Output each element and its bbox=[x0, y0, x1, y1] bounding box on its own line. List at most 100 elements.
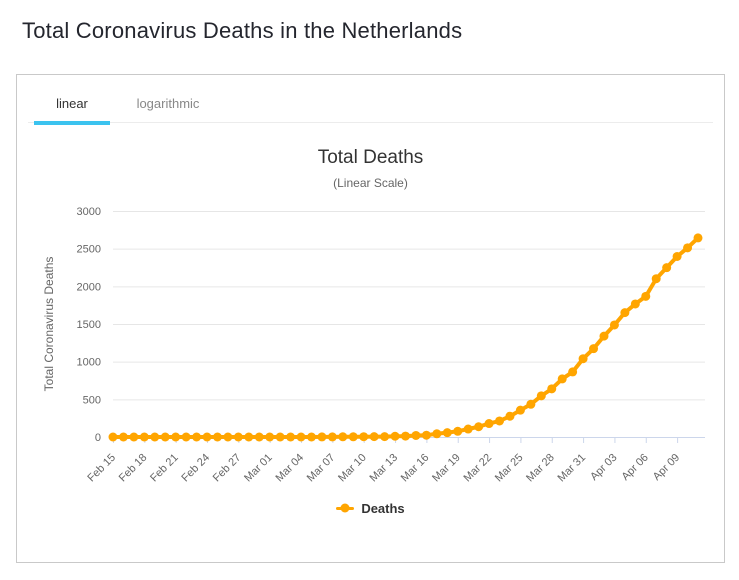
data-point-marker[interactable] bbox=[265, 432, 275, 442]
svg-text:Feb 21: Feb 21 bbox=[148, 452, 181, 485]
data-point-marker[interactable] bbox=[108, 432, 118, 442]
chart-subtitle: (Linear Scale) bbox=[333, 176, 408, 190]
data-point-marker[interactable] bbox=[474, 422, 484, 432]
data-point-marker[interactable] bbox=[421, 430, 431, 440]
svg-text:Mar 22: Mar 22 bbox=[461, 452, 494, 485]
chart-title: Total Deaths bbox=[317, 147, 424, 168]
page-title: Total Coronavirus Deaths in the Netherla… bbox=[22, 18, 463, 43]
y-axis-labels: 0 500 1000 1500 2000 2500 3000 bbox=[77, 206, 101, 444]
data-point-marker[interactable] bbox=[327, 432, 337, 442]
data-point-marker[interactable] bbox=[286, 432, 296, 442]
data-point-marker[interactable] bbox=[306, 432, 316, 442]
data-point-marker[interactable] bbox=[662, 263, 672, 273]
legend-deaths-marker-icon bbox=[336, 506, 355, 510]
data-point-marker[interactable] bbox=[296, 432, 306, 442]
tab-logarithmic[interactable]: logarithmic bbox=[136, 95, 200, 111]
data-point-marker[interactable] bbox=[233, 432, 243, 442]
data-point-marker[interactable] bbox=[192, 432, 202, 442]
data-point-marker[interactable] bbox=[495, 416, 505, 426]
data-point-marker[interactable] bbox=[609, 320, 619, 330]
svg-text:0: 0 bbox=[95, 432, 101, 444]
data-point-marker[interactable] bbox=[599, 331, 609, 341]
data-point-marker[interactable] bbox=[275, 432, 285, 442]
svg-text:Apr 09: Apr 09 bbox=[651, 452, 682, 483]
data-point-marker[interactable] bbox=[515, 405, 525, 415]
data-point-marker[interactable] bbox=[442, 428, 452, 438]
svg-text:Mar 01: Mar 01 bbox=[242, 452, 275, 485]
data-point-marker[interactable] bbox=[568, 367, 578, 377]
data-point-marker[interactable] bbox=[411, 430, 421, 440]
data-point-marker[interactable] bbox=[181, 432, 191, 442]
svg-text:Mar 31: Mar 31 bbox=[556, 452, 589, 485]
series-deaths-line bbox=[111, 235, 700, 439]
data-point-marker[interactable] bbox=[526, 399, 536, 409]
svg-text:500: 500 bbox=[83, 394, 101, 406]
data-point-marker[interactable] bbox=[338, 432, 348, 442]
data-point-marker[interactable] bbox=[589, 344, 599, 354]
data-point-marker[interactable] bbox=[620, 308, 630, 318]
data-point-marker[interactable] bbox=[390, 431, 400, 441]
data-point-marker[interactable] bbox=[129, 432, 139, 442]
svg-text:Apr 03: Apr 03 bbox=[588, 452, 619, 483]
svg-text:Feb 18: Feb 18 bbox=[117, 452, 150, 485]
data-point-marker[interactable] bbox=[453, 426, 463, 436]
data-point-marker[interactable] bbox=[202, 432, 212, 442]
data-point-marker[interactable] bbox=[484, 419, 494, 429]
svg-text:2000: 2000 bbox=[77, 281, 101, 293]
data-point-marker[interactable] bbox=[578, 354, 588, 364]
gridlines bbox=[113, 211, 705, 438]
svg-text:Mar 25: Mar 25 bbox=[493, 452, 526, 485]
scale-tabs: linear logarithmic bbox=[28, 75, 713, 125]
svg-text:Mar 04: Mar 04 bbox=[273, 452, 306, 485]
data-point-marker[interactable] bbox=[160, 432, 170, 442]
data-point-marker[interactable] bbox=[672, 252, 682, 262]
data-point-marker[interactable] bbox=[463, 424, 473, 434]
tab-linear[interactable]: linear bbox=[34, 83, 110, 125]
data-point-marker[interactable] bbox=[380, 432, 390, 442]
data-point-marker[interactable] bbox=[693, 233, 703, 243]
data-point-marker[interactable] bbox=[505, 411, 515, 421]
data-point-marker[interactable] bbox=[244, 432, 254, 442]
data-point-marker[interactable] bbox=[254, 432, 264, 442]
data-point-marker[interactable] bbox=[651, 274, 661, 284]
data-point-marker[interactable] bbox=[171, 432, 181, 442]
legend-deaths-label: Deaths bbox=[361, 500, 405, 516]
legend-item-deaths[interactable]: Deaths bbox=[17, 499, 724, 517]
data-point-marker[interactable] bbox=[118, 432, 128, 442]
svg-text:Mar 28: Mar 28 bbox=[524, 452, 557, 485]
svg-text:Mar 16: Mar 16 bbox=[399, 452, 432, 485]
data-point-marker[interactable] bbox=[348, 432, 358, 442]
data-point-marker[interactable] bbox=[317, 432, 327, 442]
svg-text:Mar 07: Mar 07 bbox=[305, 452, 338, 485]
svg-text:1000: 1000 bbox=[77, 357, 101, 369]
svg-text:3000: 3000 bbox=[77, 206, 101, 218]
y-axis-title: Total Coronavirus Deaths bbox=[42, 257, 56, 392]
svg-text:Mar 13: Mar 13 bbox=[367, 452, 400, 485]
svg-text:Apr 06: Apr 06 bbox=[619, 452, 650, 483]
data-point-marker[interactable] bbox=[212, 432, 222, 442]
svg-text:Mar 10: Mar 10 bbox=[336, 452, 369, 485]
data-point-marker[interactable] bbox=[557, 374, 567, 384]
data-point-marker[interactable] bbox=[630, 299, 640, 309]
svg-text:Feb 24: Feb 24 bbox=[179, 452, 212, 485]
data-point-marker[interactable] bbox=[547, 384, 557, 394]
data-point-marker[interactable] bbox=[536, 391, 546, 401]
svg-text:Feb 15: Feb 15 bbox=[85, 452, 118, 485]
data-point-marker[interactable] bbox=[359, 432, 369, 442]
data-point-marker[interactable] bbox=[223, 432, 233, 442]
svg-text:1500: 1500 bbox=[77, 319, 101, 331]
data-point-marker[interactable] bbox=[641, 291, 651, 301]
data-point-marker[interactable] bbox=[139, 432, 149, 442]
data-point-marker[interactable] bbox=[401, 431, 410, 441]
data-point-marker[interactable] bbox=[432, 429, 442, 439]
svg-text:Feb 27: Feb 27 bbox=[211, 452, 244, 485]
svg-text:Mar 19: Mar 19 bbox=[430, 452, 463, 485]
svg-text:2500: 2500 bbox=[77, 244, 101, 256]
data-point-marker[interactable] bbox=[683, 243, 693, 253]
data-point-marker[interactable] bbox=[150, 432, 160, 442]
series-deaths[interactable] bbox=[108, 233, 703, 442]
data-point-marker[interactable] bbox=[369, 432, 379, 442]
chart-card: linear logarithmic Total Deaths (Linear … bbox=[16, 74, 725, 563]
